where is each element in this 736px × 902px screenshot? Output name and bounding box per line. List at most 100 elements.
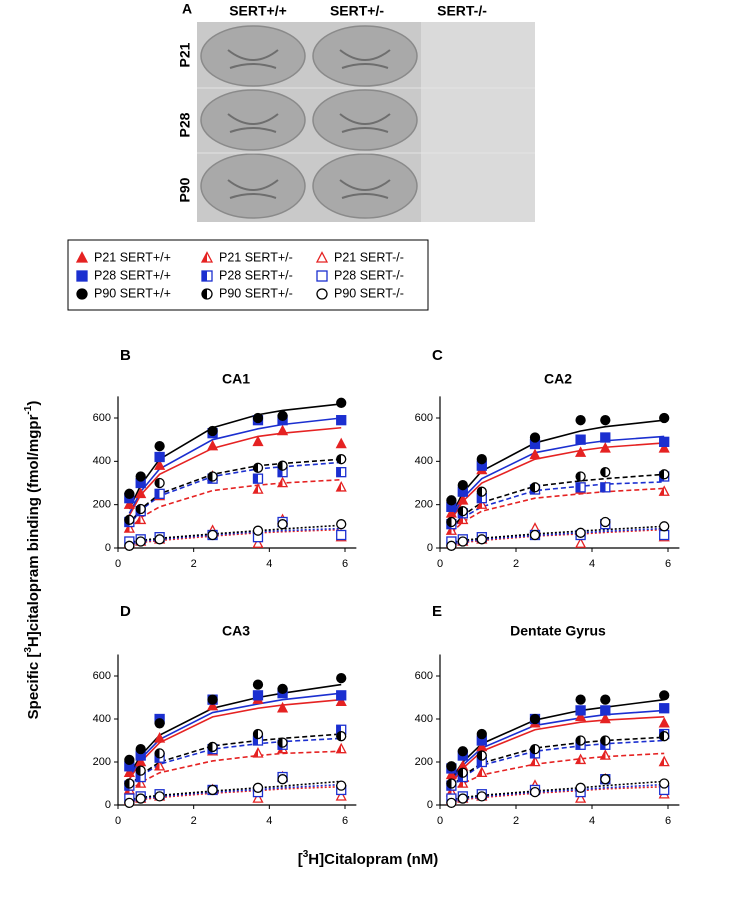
data-point: [659, 412, 670, 424]
data-point: [446, 761, 457, 772]
data-point: [336, 529, 347, 541]
data-point: [124, 754, 135, 765]
x-tick-label: 4: [589, 815, 595, 827]
label-part: [: [298, 851, 303, 868]
legend-marker: [76, 270, 88, 282]
column-header: SERT+/-: [330, 3, 384, 19]
data-point: [252, 679, 264, 690]
data-point: [123, 766, 135, 777]
panel-label: E: [432, 603, 442, 620]
x-axis-label: [3H]Citalopram (nM): [298, 849, 439, 868]
panel-label: D: [120, 603, 131, 620]
legend-marker: [75, 251, 89, 263]
data-point: [154, 718, 165, 729]
data-point: [659, 690, 670, 701]
data-point: [154, 732, 166, 743]
data-point: [252, 782, 264, 793]
data-point: [476, 750, 487, 761]
legend-entry: P90 SERT+/-: [219, 286, 293, 300]
data-point: [154, 477, 165, 489]
data-point: [135, 777, 147, 788]
data-point: [446, 540, 457, 551]
data-point: [124, 797, 135, 808]
data-point: [252, 792, 264, 803]
data-point: [529, 755, 541, 767]
data-point: [446, 797, 457, 808]
data-point: [575, 753, 587, 765]
data-point: [575, 434, 586, 445]
x-tick-label: 0: [115, 558, 121, 570]
data-point: [336, 397, 347, 408]
chart-title: CA2: [544, 371, 572, 387]
data-point: [575, 735, 586, 746]
data-point: [600, 735, 611, 746]
x-tick-label: 6: [665, 558, 671, 570]
data-point: [457, 493, 469, 505]
data-point: [600, 432, 611, 443]
data-point: [252, 747, 264, 758]
data-point: [277, 774, 288, 785]
legend-entry: P28 SERT+/+: [94, 268, 171, 282]
data-point: [457, 480, 468, 491]
legend-entry: P21 SERT-/-: [334, 250, 404, 264]
row-label: P21: [177, 42, 193, 67]
data-point: [252, 525, 264, 536]
fit-curve: [129, 527, 342, 545]
data-point: [658, 755, 670, 767]
label-part: ): [25, 401, 42, 406]
y-tick-label: 600: [93, 670, 111, 682]
y-tick-label: 200: [415, 756, 433, 768]
x-tick-label: 4: [266, 815, 272, 827]
row-label: P90: [177, 177, 193, 202]
x-tick-label: 2: [191, 558, 197, 570]
superscript: -1: [23, 405, 34, 414]
legend-marker: [76, 288, 88, 300]
legend-entry: P28 SERT-/-: [334, 268, 404, 282]
data-point: [135, 793, 146, 804]
data-point: [659, 469, 670, 480]
chart-title: CA1: [222, 371, 250, 387]
data-point: [600, 516, 611, 528]
data-point: [457, 793, 468, 804]
data-point: [575, 446, 587, 457]
data-point: [154, 748, 165, 759]
legend-entry: P28 SERT+/-: [219, 268, 293, 282]
data-point: [529, 713, 541, 725]
x-tick-label: 0: [437, 558, 443, 570]
data-point: [277, 460, 288, 471]
row-label: P28: [177, 112, 193, 137]
data-point: [135, 503, 146, 515]
y-tick-label: 400: [93, 713, 111, 725]
y-tick-label: 0: [105, 542, 111, 554]
data-point: [207, 471, 218, 482]
y-tick-label: 200: [415, 499, 433, 511]
panel-label: C: [432, 347, 443, 364]
x-tick-label: 6: [342, 558, 348, 570]
data-point: [277, 519, 288, 530]
data-point: [575, 694, 586, 705]
data-point: [658, 441, 670, 453]
data-point: [599, 712, 611, 724]
data-point: [336, 673, 347, 684]
x-tick-label: 2: [513, 815, 519, 827]
data-point: [135, 513, 147, 525]
data-point: [276, 424, 289, 436]
data-point: [154, 459, 166, 470]
data-point: [335, 790, 347, 801]
x-tick-label: 4: [589, 558, 595, 570]
data-point: [336, 690, 347, 701]
legend-marker: [200, 251, 214, 263]
y-axis-label: Specific [3H]citalopram binding (fmol/mg…: [23, 401, 42, 720]
data-point: [252, 690, 264, 701]
data-point: [575, 527, 586, 538]
chart-title: CA3: [222, 623, 250, 639]
legend-marker: [316, 270, 328, 282]
data-point: [276, 476, 289, 488]
y-tick-label: 0: [427, 799, 433, 811]
data-point: [336, 467, 347, 478]
data-point: [659, 529, 670, 541]
data-point: [659, 436, 670, 447]
data-point: [529, 448, 541, 460]
fit-curve: [129, 780, 342, 801]
